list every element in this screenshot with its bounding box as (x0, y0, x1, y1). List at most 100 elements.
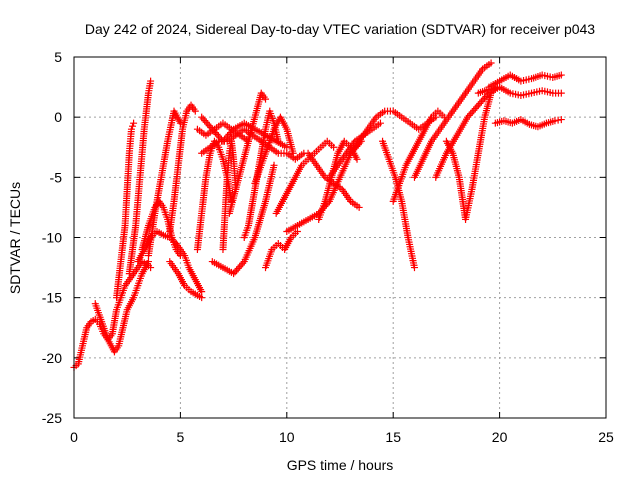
y-tick-label: 0 (54, 109, 62, 125)
y-tick-label: -20 (42, 350, 62, 366)
data-point (227, 129, 235, 137)
data-point (479, 96, 487, 104)
data-point (144, 258, 152, 266)
data-point (228, 127, 236, 135)
data-point (353, 155, 361, 163)
data-point (233, 266, 241, 274)
series-arc-19 (262, 227, 301, 272)
data-point (289, 149, 297, 157)
data-point (330, 143, 338, 151)
x-tick-label: 5 (177, 429, 185, 445)
data-point (239, 259, 247, 267)
data-point (274, 137, 282, 145)
data-point (477, 98, 485, 106)
data-point (487, 59, 495, 67)
x-tick-label: 0 (70, 429, 78, 445)
data-point (234, 264, 242, 272)
data-point (474, 101, 482, 109)
series-arc-15 (219, 137, 240, 254)
data-point (198, 294, 206, 302)
series-arc-14 (208, 161, 278, 278)
data-point (482, 93, 490, 101)
data-point (208, 125, 216, 133)
series-arc-32 (485, 71, 565, 91)
axis-ticks: 0 5 10 15 20 25 -25 -20 -15 -10 -5 0 5 (42, 49, 614, 445)
data-point (127, 125, 135, 133)
data-point (211, 129, 219, 137)
plot-frame (73, 56, 607, 419)
series-arc-22 (304, 149, 363, 211)
data-point (214, 132, 222, 140)
series-arc-26 (379, 137, 418, 272)
data-point (376, 119, 384, 127)
data-point (222, 134, 230, 142)
series-arc-31 (474, 83, 565, 100)
data-point (476, 99, 484, 107)
series-arc-30 (442, 89, 495, 223)
data-point (216, 134, 224, 142)
series-arc-09 (166, 258, 206, 302)
x-tick-label: 15 (385, 429, 401, 445)
series-arc-07 (138, 197, 184, 260)
data-point (224, 132, 232, 140)
data-point (471, 105, 479, 113)
series-arc-25 (347, 107, 440, 157)
data-point (129, 122, 137, 130)
data-point (237, 261, 245, 269)
data-point (199, 115, 207, 123)
data-point (220, 136, 228, 144)
data-point (205, 122, 213, 130)
data-point (202, 118, 210, 126)
data-point (219, 137, 227, 145)
data-point (210, 127, 218, 135)
data-point (557, 71, 565, 79)
data-point (207, 123, 215, 131)
data-point (191, 107, 199, 115)
data-point (270, 161, 278, 169)
data-point (554, 116, 562, 124)
data-point (473, 103, 481, 111)
x-axis-label: GPS time / hours (287, 457, 394, 473)
data-point (236, 263, 244, 271)
series-arc-28 (410, 59, 495, 181)
data-point (355, 203, 363, 211)
data-point (557, 116, 565, 124)
data-point (557, 89, 565, 97)
x-tick-label: 10 (279, 429, 295, 445)
data-point (176, 119, 184, 127)
data-point (231, 268, 239, 276)
series-arc-04 (125, 77, 155, 278)
data-point (480, 94, 488, 102)
data-point (470, 106, 478, 114)
x-tick-label: 20 (492, 429, 508, 445)
series-arc-03 (113, 119, 138, 302)
data-point (176, 252, 184, 260)
y-axis-label: SDTVAR / TECUs (7, 182, 23, 294)
data-point (468, 108, 476, 116)
y-tick-label: -5 (50, 169, 63, 185)
data-point (230, 270, 238, 278)
chart-title: Day 242 of 2024, Sidereal Day-to-day VTE… (85, 21, 595, 37)
data-point (130, 119, 138, 127)
series-arc-17 (240, 107, 282, 241)
series-arc-06 (144, 107, 184, 260)
data-point (465, 111, 473, 119)
y-tick-label: -25 (42, 410, 62, 426)
y-tick-label: -15 (42, 290, 62, 306)
data-point (293, 227, 301, 235)
data-point (198, 288, 206, 296)
data-point (551, 117, 559, 125)
data-points (70, 59, 565, 371)
series-arc-16 (225, 89, 270, 217)
series-arc-02 (91, 258, 152, 356)
x-tick-label: 25 (598, 429, 614, 445)
data-point (410, 264, 418, 272)
series-arc-27 (389, 107, 448, 205)
data-point (467, 110, 475, 118)
series-arc-33 (491, 116, 565, 131)
series-arc-08 (166, 101, 199, 235)
data-point (225, 130, 233, 138)
data-point (147, 77, 155, 85)
data-point (464, 113, 472, 121)
